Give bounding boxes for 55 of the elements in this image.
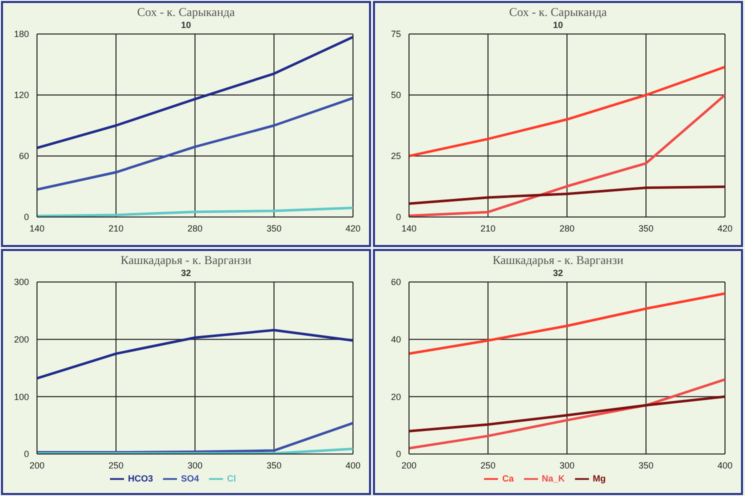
legend-label: HCO3 (128, 473, 153, 484)
y-tick-label: 0 (396, 212, 401, 222)
y-tick-label: 20 (390, 392, 401, 402)
legend-label: Na_K (542, 473, 565, 484)
line-series (409, 66, 725, 158)
x-tick-label: 140 (29, 223, 45, 234)
y-tick-label: 120 (14, 90, 29, 100)
chart-subtitle: 10 (180, 20, 192, 30)
x-tick-label: 250 (108, 460, 124, 470)
x-tick-label: 210 (480, 223, 496, 234)
x-tick-label: 280 (187, 223, 203, 234)
x-tick-label: 140 (401, 223, 417, 234)
x-tick-label: 400 (345, 460, 361, 470)
y-tick-label: 60 (18, 151, 29, 162)
x-tick-label: 300 (187, 460, 203, 470)
line-series (37, 328, 353, 380)
y-tick-label: 75 (390, 29, 401, 40)
legend-label: Ca (502, 473, 514, 484)
y-tick-label: 180 (14, 29, 29, 40)
line-series (409, 395, 725, 432)
chart-subtitle: 32 (180, 268, 192, 278)
line-series (409, 378, 725, 450)
y-tick-label: 100 (14, 392, 29, 402)
chart-title: Сох - к. Сарыканда (508, 5, 608, 20)
x-tick-label: 350 (638, 460, 654, 470)
line-series (409, 185, 725, 205)
y-tick-label: 0 (24, 212, 29, 222)
y-tick-label: 60 (390, 277, 401, 288)
x-tick-label: 300 (559, 460, 575, 470)
x-tick-label: 350 (638, 223, 654, 234)
chart-subtitle: 32 (552, 268, 564, 278)
y-tick-label: 0 (24, 449, 29, 460)
y-tick-label: 200 (14, 334, 29, 345)
x-tick-label: 350 (266, 460, 282, 470)
x-tick-label: 210 (108, 223, 124, 234)
x-tick-label: 280 (559, 223, 575, 234)
legend-label: Cl (227, 473, 236, 484)
line-series (409, 292, 725, 355)
line-series (37, 96, 353, 191)
chart-title: Кашкадарья - к. Варганзи (120, 253, 252, 268)
x-tick-label: 350 (266, 223, 282, 234)
y-tick-label: 300 (14, 277, 29, 288)
x-tick-label: 400 (717, 460, 733, 470)
x-tick-label: 420 (717, 223, 733, 234)
legend-label: Mg (592, 473, 606, 484)
chart-title: Кашкадарья - к. Варганзи (492, 253, 624, 268)
y-tick-label: 40 (390, 334, 401, 345)
y-tick-label: 0 (396, 449, 401, 460)
y-tick-label: 25 (390, 151, 401, 162)
x-tick-label: 420 (345, 223, 361, 234)
x-tick-label: 250 (480, 460, 496, 470)
chart-title: Сох - к. Сарыканда (136, 5, 236, 20)
chart-subtitle: 10 (552, 20, 564, 30)
legend-label: SO4 (181, 473, 200, 484)
y-tick-label: 50 (390, 90, 401, 100)
